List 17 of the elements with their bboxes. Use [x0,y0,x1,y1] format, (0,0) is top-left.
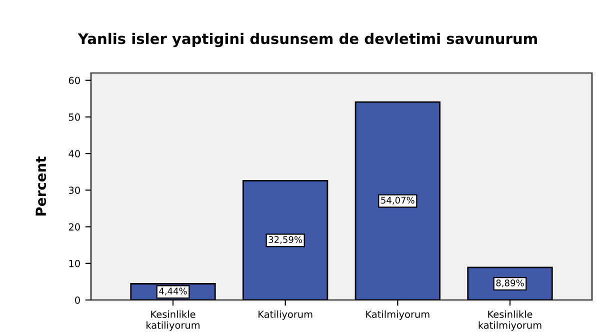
y-tick-label: 0 [75,296,80,304]
y-tick-label: 40 [68,150,80,158]
data-label: 4,44% [159,288,187,296]
data-label: 54,07% [381,196,414,205]
y-tick-label: 60 [68,76,80,84]
x-tick-label: Kesinlikle katilmiyorum [478,310,542,331]
data-label: 32,59% [268,236,302,244]
chart-title: Yanlis isler yaptigini dusunsem de devletimi savunurum [78,32,537,48]
y-tick-label: 20 [68,223,80,231]
y-tick-label: 30 [68,186,80,194]
x-tick-label: Katiliyorum [258,310,312,320]
x-tick-label: Katilmiyorum [366,310,430,320]
y-axis-title: Percent [36,156,46,216]
data-label: 8,89% [496,280,524,288]
y-tick-label: 10 [69,260,80,268]
x-tick-label: Kesinlikle katiliyorum [146,310,200,331]
y-tick-label: 50 [68,113,80,121]
